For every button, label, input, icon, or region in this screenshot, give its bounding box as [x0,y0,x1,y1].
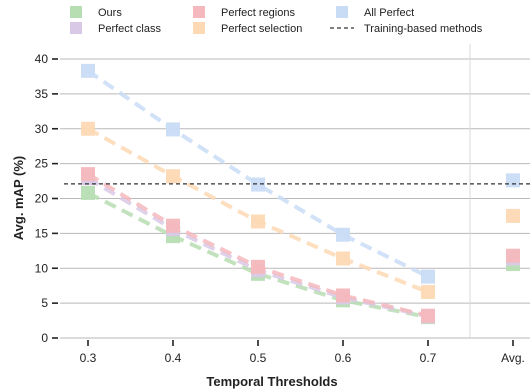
y-axis-title: Avg. mAP (%) [11,156,26,241]
data-point [166,169,180,184]
data-point [421,269,435,284]
avg-point [506,173,520,188]
data-point [166,218,180,233]
data-point [421,308,435,323]
data-point [421,284,435,299]
avg-point [506,208,520,223]
y-tick-label: 25 [35,157,49,171]
legend-label: Training-based methods [364,23,483,35]
y-tick-label: 35 [35,87,49,101]
data-point [336,227,350,242]
x-tick-label: 0.3 [80,351,97,365]
series-group [81,63,520,325]
y-tick-label: 0 [41,331,48,345]
legend-item: Perfect regions [193,6,295,19]
series-line [86,69,429,279]
data-point [251,177,265,192]
legend-swatch [336,6,348,18]
legend-swatch [193,6,205,18]
grid-lines [60,58,530,339]
y-tick-label: 15 [35,226,49,240]
legend-item: All Perfect [336,6,414,19]
legend-label: All Perfect [364,7,414,19]
data-point [336,288,350,303]
x-tick-label: 0.6 [335,351,352,365]
legend-item: Perfect selection [193,22,302,35]
data-point [251,214,265,229]
legend-swatch [70,6,82,18]
x-tick-label: Avg. [501,351,525,365]
series-perfect-class [81,171,520,324]
legend-label: Ours [98,7,122,19]
data-point [81,121,95,136]
data-point [81,63,95,78]
legend-swatch [193,22,205,34]
series-perfect-regions [81,167,520,323]
x-axis-title: Temporal Thresholds [206,374,337,389]
series-line [86,172,429,318]
series-line [87,191,429,320]
legend-label: Perfect regions [221,7,295,19]
legend-swatch [70,22,82,34]
legend-label: Perfect class [98,23,161,35]
data-point [251,259,265,274]
x-tick-label: 0.7 [420,351,437,365]
y-tick-label: 20 [35,192,49,206]
y-tick-label: 30 [35,122,49,136]
series-all-perfect [81,63,520,284]
y-tick-label: 40 [35,52,49,66]
x-tick-label: 0.5 [250,351,267,365]
data-point [336,251,350,266]
series-perfect-selection [81,121,520,299]
legend-item: Perfect class [70,22,161,35]
data-point [166,122,180,137]
data-point [81,167,95,182]
legend-item: Training-based methods [330,23,483,35]
legend-label: Perfect selection [221,23,302,35]
avg-point [506,248,520,263]
y-tick-label: 10 [35,261,49,275]
x-tick-label: 0.4 [165,351,182,365]
y-tick-label: 5 [41,296,48,310]
data-point [81,185,95,200]
legend-item: Ours [70,6,122,19]
legend: Ours Perfect class Perfect regions Perfect … [70,6,483,35]
axes: 0 5 10 15 20 25 30 35 40 0.3 0.4 0.5 0.6 0.7 Avg. [35,52,525,365]
